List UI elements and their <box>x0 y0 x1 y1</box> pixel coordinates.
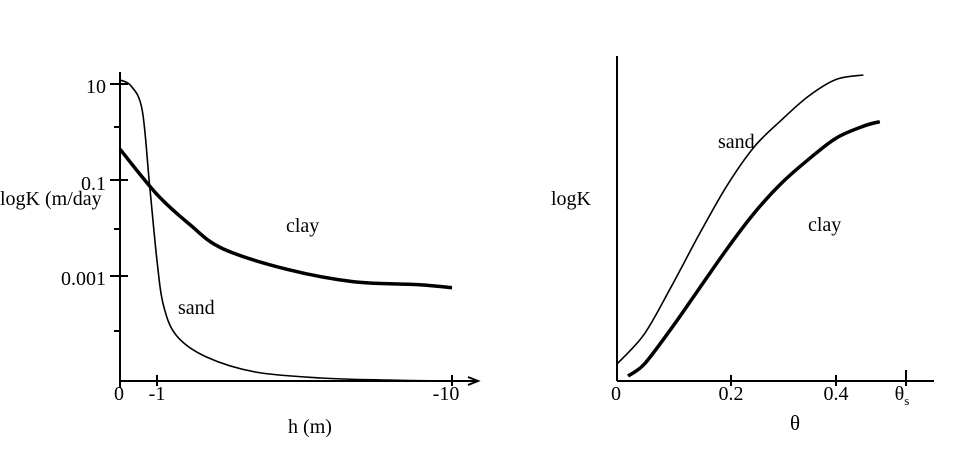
right-x-tick-label-0.4: 0.4 <box>824 383 849 405</box>
left-y-tick-label-10: 10 <box>86 76 106 98</box>
left-x-tick-label-minus10: -10 <box>433 383 460 405</box>
left-y-tick-label-0.1: 0.1 <box>81 173 106 195</box>
left-sand-label: sand <box>178 297 215 319</box>
left-x-tick-label-minus1: -1 <box>149 383 166 405</box>
right-x-tick-label-theta-s: θs <box>895 383 910 408</box>
left-x-tick-label-0: 0 <box>114 383 124 405</box>
left-y-axis-label: logK (m/day <box>0 188 102 210</box>
left-clay-label: clay <box>286 215 319 237</box>
left-sand-curve <box>119 79 453 382</box>
right-y-axis-label: logK <box>551 188 592 210</box>
left-clay-curve <box>118 148 453 290</box>
right-sand-label: sand <box>718 131 755 153</box>
left-x-axis-label: h (m) <box>288 416 332 438</box>
right-sand-curve <box>616 74 864 365</box>
left-x-axis-arrow <box>467 376 481 386</box>
right-clay-curve <box>626 119 881 378</box>
right-clay-label: clay <box>808 214 841 236</box>
left-y-tick-label-0.001: 0.001 <box>61 268 106 290</box>
right-x-axis-label: θ <box>790 411 800 435</box>
right-x-tick-label-0: 0 <box>611 383 621 405</box>
right-x-tick-label-0.2: 0.2 <box>719 383 744 405</box>
left-chart: 10 0.1 0.001 0 -1 -10 logK (m/day h (m) … <box>0 72 481 438</box>
right-chart: 0 0.2 0.4 θs logK θ sand clay <box>551 56 934 435</box>
